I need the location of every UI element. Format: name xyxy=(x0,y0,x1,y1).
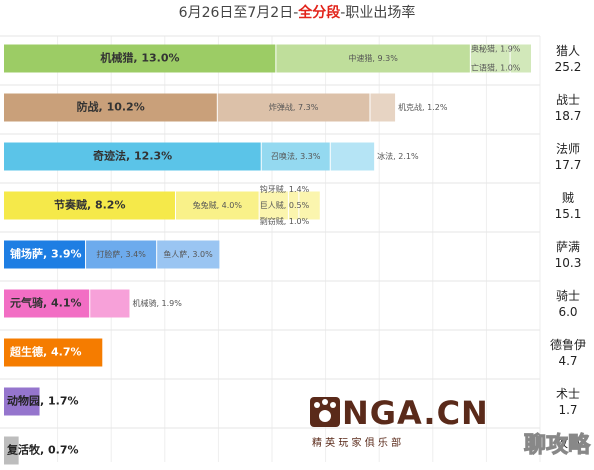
bar-label: 防战, 10.2% xyxy=(77,100,145,114)
bar-segment xyxy=(470,44,511,73)
class-total-label: 4.7 xyxy=(558,354,577,368)
bar-segment xyxy=(4,436,19,465)
bar-label: 冰法, 2.1% xyxy=(377,151,419,161)
bar-label: 超生德, 4.7% xyxy=(9,345,82,359)
corner-watermark: 聊攻略 xyxy=(524,432,591,458)
nga-logo-text: NGA.CN xyxy=(342,394,489,432)
bar-label: 巨人贼, 0.5% xyxy=(260,200,310,210)
class-name-label: 猎人 xyxy=(556,44,580,58)
class-name-label: 骑士 xyxy=(556,289,580,303)
bar-label: 机克战, 1.2% xyxy=(398,102,448,112)
bar-label: 炸弹战, 7.3% xyxy=(269,102,319,112)
bar-label: 兔兔贼, 4.0% xyxy=(193,200,243,210)
class-total-label: 18.7 xyxy=(555,109,582,123)
bar-segment xyxy=(510,44,531,73)
chart-title: 6月26日至7月2日-全分段-职业出场率 xyxy=(0,4,594,22)
bar-segment xyxy=(85,240,157,269)
class-total-label: 17.7 xyxy=(555,158,582,172)
bar-segment xyxy=(4,93,218,122)
bar-segment xyxy=(330,142,375,171)
bar-segment xyxy=(156,240,220,269)
bar-label: 机械猎, 13.0% xyxy=(100,51,179,65)
bar-segment xyxy=(89,289,130,318)
bar-label: 节奏贼, 8.2% xyxy=(54,198,126,212)
class-total-label: 1.7 xyxy=(558,403,577,417)
class-total-label: 10.3 xyxy=(555,256,582,270)
paw-toe xyxy=(330,402,336,408)
nga-logo: NGA.CN 精 英 玩 家 俱 乐 部 xyxy=(310,394,489,449)
bar-label: 钩牙贼, 1.4% xyxy=(260,184,310,194)
class-name-label: 贼 xyxy=(562,190,574,205)
class-name-label: 德鲁伊 xyxy=(550,337,586,352)
chart-title-suffix: -职业出场率 xyxy=(340,5,416,21)
chart-title-prefix: 6月26日至7月2日- xyxy=(178,5,299,21)
class-total-label: 6.0 xyxy=(558,305,577,319)
bar-label: 亡语猎, 1.0% xyxy=(471,63,521,73)
bar-segment xyxy=(4,387,40,416)
bar-label: 铺场萨, 3.9% xyxy=(10,247,82,261)
bar-segment xyxy=(369,93,396,122)
bar-label: 召唤法, 3.3% xyxy=(271,151,321,161)
bar-segment xyxy=(4,240,86,269)
bar-segment xyxy=(175,191,260,220)
bar-segment xyxy=(288,191,299,220)
class-total-label: 25.2 xyxy=(555,60,582,74)
bar-label: 奇迹法, 12.3% xyxy=(93,149,172,163)
bar-segment xyxy=(4,44,276,73)
paw-pad xyxy=(319,410,331,422)
bar-label: 中速猎, 9.3% xyxy=(348,53,398,63)
bar-label: 打脸萨, 3.4% xyxy=(96,249,146,259)
bar-label: 动物园, 1.7% xyxy=(7,394,79,408)
bar-segment xyxy=(4,142,262,171)
bar-segment xyxy=(261,142,331,171)
bar-segment xyxy=(4,191,176,220)
bar-segment xyxy=(259,191,289,220)
bar-label: 元气骑, 4.1% xyxy=(10,296,82,310)
paw-toe xyxy=(314,402,320,408)
bar-label: 鱼人萨, 3.0% xyxy=(163,249,213,259)
bar-label: 奥秘猎, 1.9% xyxy=(471,44,521,54)
bar-label: 机械骑, 1.9% xyxy=(132,298,182,308)
class-total-label: 15.1 xyxy=(555,207,582,221)
bar-segment xyxy=(275,44,471,73)
bar-label: 复活牧, 0.7% xyxy=(6,443,79,457)
bar-segment xyxy=(4,338,103,367)
class-name-label: 战士 xyxy=(556,93,580,107)
bar-segment xyxy=(217,93,370,122)
bar-label: 剽窃贼, 1.0% xyxy=(260,216,310,226)
bar-segment xyxy=(4,289,90,318)
class-name-label: 萨满 xyxy=(556,240,580,254)
class-name-label: 法师 xyxy=(556,142,580,156)
class-name-label: 术士 xyxy=(556,387,580,401)
nga-logo-subtitle: 精 英 玩 家 俱 乐 部 xyxy=(312,436,401,449)
paw-toe xyxy=(322,399,328,405)
class-name-label: 牧师 xyxy=(556,436,580,450)
chart-title-highlight: 全分段 xyxy=(298,5,341,21)
bar-segment xyxy=(298,191,320,220)
